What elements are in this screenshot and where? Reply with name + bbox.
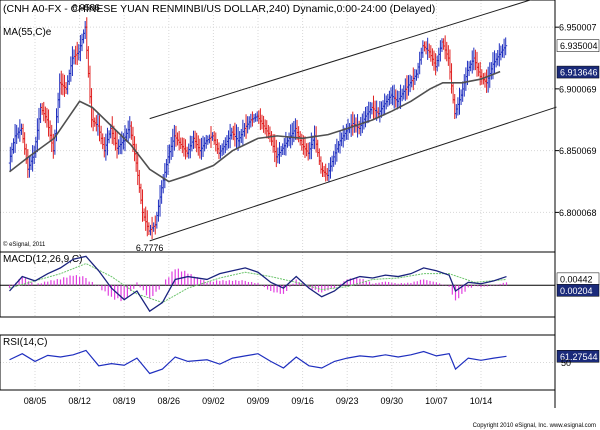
y-tick-label: 6.850069: [559, 146, 597, 156]
footer-copyright: Copyright 2010 eSignal, Inc. www.esignal…: [473, 423, 596, 429]
rsi-value-label-box: [556, 350, 600, 363]
price-annotation: 6.9586: [72, 3, 100, 13]
x-tick-label: 09/02: [202, 396, 225, 406]
macd-label: MACD(12,26,9,C): [3, 254, 82, 265]
ma-label: MA(55,C)e: [3, 27, 52, 38]
rsi-level-50-label: 50: [561, 358, 571, 368]
macd-signal-value-label: 0.00204: [560, 286, 593, 296]
macd-layer: MACD(12,26,9,C): [0, 254, 555, 313]
x-tick-label: 10/14: [470, 396, 493, 406]
ma-value-label: 6.913646: [560, 68, 598, 78]
rsi-line: [9, 349, 507, 375]
x-tick-label: 08/19: [113, 396, 136, 406]
chart-title: (CNH A0-FX - CHINESE YUAN RENMINBI/US DO…: [3, 3, 435, 15]
y-tick-label: 6.800068: [559, 208, 597, 218]
copyright-label: © eSignal, 2011: [3, 241, 46, 248]
last-price-label-box: [556, 39, 600, 52]
y-tick-label: 6.900069: [559, 84, 597, 94]
macd-value-label: 0.00442: [560, 274, 593, 284]
price-annotation: 6.7776: [136, 243, 164, 253]
rsi-value-label: 61.27544: [560, 352, 598, 362]
macd-line: [9, 255, 507, 313]
x-tick-label: 08/12: [68, 396, 91, 406]
axis-layer: 08/05 08/12 08/19 08/26 09/02 09/09 09/16 09/23…: [24, 23, 600, 406]
price-layer: 6.9586 6.7776: [8, 0, 557, 253]
panel-frames: [0, 0, 556, 408]
x-tick-label: 09/30: [381, 396, 404, 406]
x-tick-label: 09/09: [247, 396, 270, 406]
ma-value-label-box: [556, 65, 600, 79]
macd-signal-value-label-box: [556, 284, 600, 297]
rsi-layer: RSI(14,C): [3, 337, 507, 375]
last-price-label: 6.935004: [560, 41, 598, 51]
rsi-label: RSI(14,C): [3, 337, 47, 348]
x-tick-label: 10/07: [425, 396, 448, 406]
x-tick-label: 09/16: [291, 396, 314, 406]
trend-channel-upper: [149, 0, 532, 120]
x-tick-label: 08/26: [158, 396, 181, 406]
macd-signal-line: [9, 263, 507, 304]
x-tick-label: 09/23: [336, 396, 359, 406]
y-tick-label: 6.950007: [559, 23, 597, 33]
trend-channel-lower: [149, 106, 557, 242]
x-tick-label: 08/05: [24, 396, 47, 406]
ma-line: [9, 70, 501, 183]
